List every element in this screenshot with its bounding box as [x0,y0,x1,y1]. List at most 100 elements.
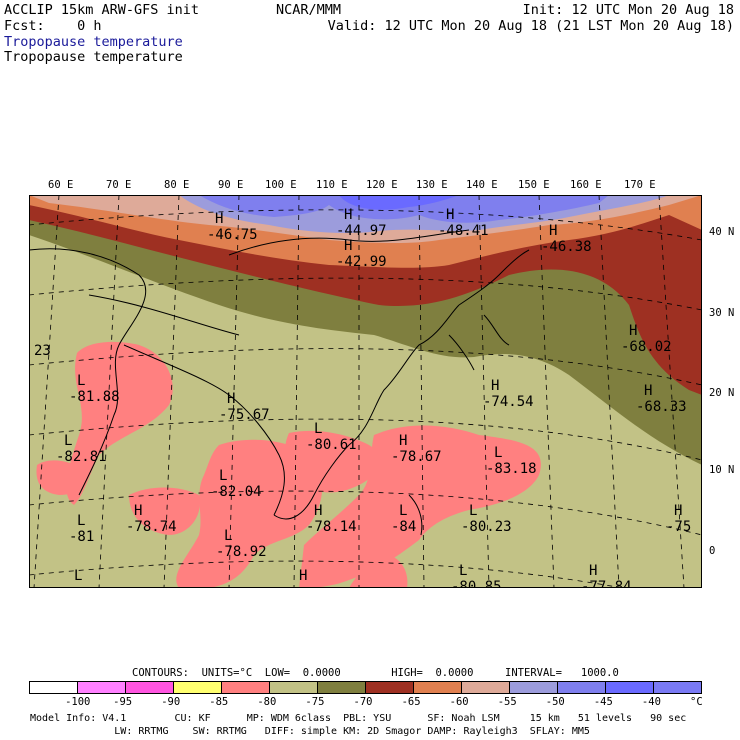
colorbar-swatch [462,682,510,693]
colorbar-swatch [654,682,701,693]
header-center: NCAR/MMM [276,2,342,18]
colorbar-label: -65 [401,696,421,708]
extremum-kind: H [491,378,499,394]
extremum-value: -75.67 [219,407,270,423]
extremum-kind: H [589,563,597,579]
extrema-labels: H-46.75H-44.97H-48.41H-42.99H-46.38H-68.… [34,207,691,588]
colorbar-swatch [318,682,366,693]
extremum-kind: H [549,223,557,239]
lat-label: 10 N [709,464,735,476]
colorbar-label: -60 [449,696,469,708]
footer-model-info: Model Info: V4.1 CU: KF MP: WDM 6class P… [30,713,687,724]
lon-label: 80 E [164,179,190,191]
field-title-contour: Tropopause temperature [4,49,183,65]
extremum-value: -84 [391,519,416,535]
extremum-kind: L [494,445,502,461]
lat-label: 30 N [709,307,735,319]
colorbar-label: -95 [113,696,133,708]
lat-label: 40 N [709,226,735,238]
extremum-value: -78.92 [216,544,267,560]
map-panel: H-46.75H-44.97H-48.41H-42.99H-46.38H-68.… [29,195,702,588]
extremum-kind: H [227,391,235,407]
extremum-kind: L [469,503,477,519]
colorbar-swatch [558,682,606,693]
colorbar-swatch [414,682,462,693]
coastlines [29,229,530,536]
extremum-value: -68.02 [621,339,672,355]
colorbar-swatch [366,682,414,693]
colorbar-label: -75 [305,696,325,708]
colorbar-swatch [174,682,222,693]
colorbar-swatch [222,682,270,693]
extremum-value: -80.85 [451,579,502,588]
lon-label: 120 E [366,179,398,191]
lat-label: 0 [709,545,716,557]
lon-label: 170 E [624,179,656,191]
low-label: LOW= 0.0000 [264,667,341,679]
colorbar-label: -40 [641,696,661,708]
extremum-value: -44.97 [336,223,387,239]
lon-label: 150 E [518,179,550,191]
extremum-kind: H [446,207,454,223]
colorbar-swatch [78,682,126,693]
extremum-value: -80.61 [306,437,357,453]
colorbar-swatch [510,682,558,693]
lon-label: 60 E [48,179,74,191]
extremum-value: -48.41 [438,223,489,239]
extremum-kind: L [224,528,232,544]
extremum-kind: 23 [34,343,51,359]
extremum-value: -75 [666,519,691,535]
high-label: HIGH= 0.0000 [391,667,474,679]
extremum-kind: L [219,468,227,484]
extremum-kind: H [344,238,352,254]
lat-label: 20 N [709,387,735,399]
colorbar-label: -100 [65,696,91,708]
lon-label: 100 E [265,179,297,191]
colorbar-swatch [270,682,318,693]
colorbar-label: -50 [545,696,565,708]
footer-physics-info: LW: RRTMG SW: RRTMG DIFF: simple KM: 2D … [30,726,590,737]
extremum-value: -83.18 [486,461,537,477]
interval-label: INTERVAL= 1000.0 [505,667,619,679]
header-init-time: Init: 12 UTC Mon 20 Aug 18 [522,2,734,18]
colorbar-swatch [126,682,174,693]
extremum-kind: H [314,503,322,519]
units-label: UNITS=°C [201,667,253,679]
field-title-shaded: Tropopause temperature [4,34,183,50]
colorbar-label: °C [690,696,703,708]
extremum-value: -78.74 [126,519,177,535]
colorbar-label: -45 [593,696,613,708]
extremum-value: -78.67 [391,449,442,465]
colorbar-label: -85 [209,696,229,708]
shade-minus40 [339,195,459,210]
extremum-value: -80.23 [461,519,512,535]
lon-label: 130 E [416,179,448,191]
lon-label: 70 E [106,179,132,191]
extremum-kind: L [459,563,467,579]
extremum-kind: H [344,207,352,223]
header-valid-time: Valid: 12 UTC Mon 20 Aug 18 (21 LST Mon … [327,18,734,34]
extremum-kind: L [74,568,82,584]
extremum-kind: H [399,433,407,449]
extremum-value: -82.04 [211,484,262,500]
shade-minus45 [199,195,609,223]
extremum-value: -77.84 [581,579,632,588]
colorbar-label: -70 [353,696,373,708]
colorbar [29,681,702,694]
lon-label: 110 E [316,179,348,191]
lon-label: 90 E [218,179,244,191]
extremum-kind: H [629,323,637,339]
extremum-kind: L [77,373,85,389]
shade-minus80 [36,341,541,588]
extremum-value: -78.14 [306,519,357,535]
extremum-kind: L [399,503,407,519]
lon-label: 160 E [570,179,602,191]
colorbar-label: -90 [161,696,181,708]
extremum-value: -81.88 [69,389,120,405]
header-forecast-hour: Fcst: 0 h [4,18,102,34]
extremum-kind: H [215,211,223,227]
contours-label: CONTOURS: [132,667,189,679]
extremum-kind: H [644,383,652,399]
extremum-kind: L [314,421,322,437]
extremum-kind: H [299,568,307,584]
